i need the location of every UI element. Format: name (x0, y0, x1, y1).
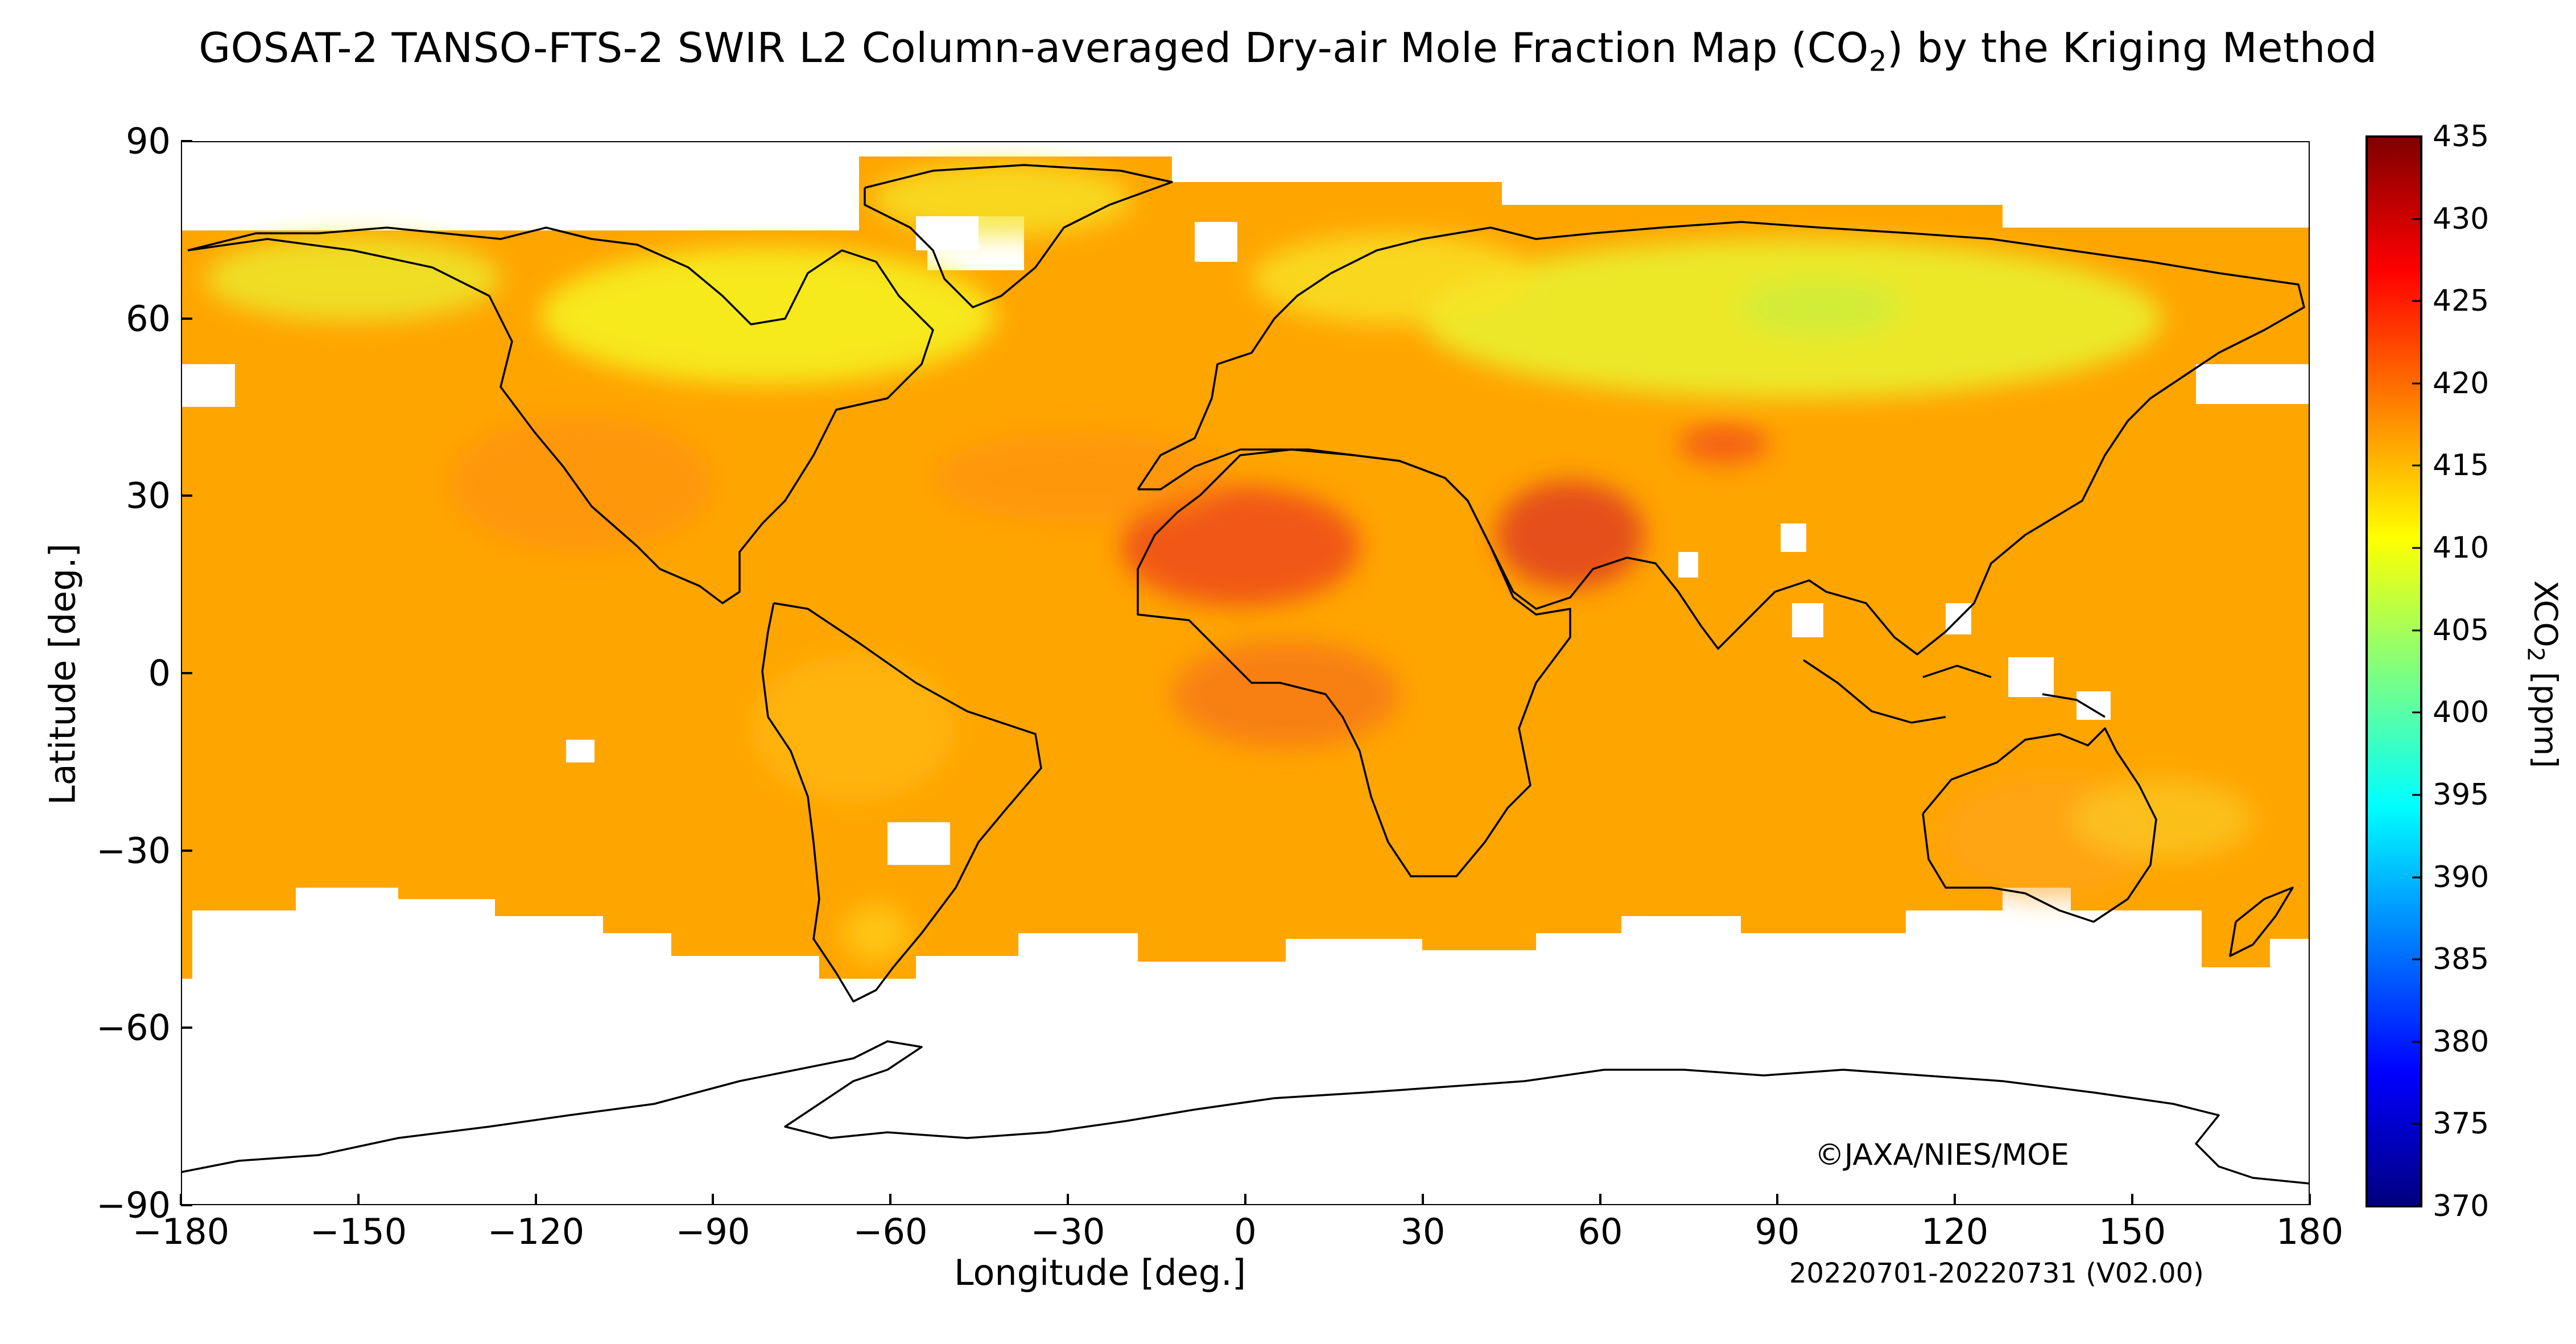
x-tick-label: 150 (2098, 1211, 2166, 1252)
colorbar-tick-label: 420 (2433, 366, 2490, 401)
missing-data-cell (916, 216, 979, 250)
x-tick-label: 90 (1755, 1211, 1800, 1252)
colorbar-tick-label: 385 (2433, 942, 2490, 976)
missing-data-cell (1195, 222, 1237, 262)
coastline-greenland (864, 164, 1173, 308)
x-axis-label: Longitude [deg.] (953, 1252, 1246, 1293)
coastlines (181, 164, 2310, 1185)
north-america-south-xco2 (449, 415, 711, 552)
observation-period: 20220701-20220731 (V02.00) (1789, 1258, 2204, 1289)
coastline-indonesia (1803, 659, 2106, 724)
colorbar-ticks (2412, 135, 2421, 1207)
northern-america-low-xco2 (540, 248, 996, 384)
x-tick-label: −180 (132, 1211, 230, 1252)
missing-data-cell (1678, 552, 1698, 578)
x-tick-label: −90 (675, 1211, 750, 1252)
missing-data-cell (1792, 603, 1823, 637)
sahara-high-xco2 (1121, 487, 1360, 606)
colorbar-label-main: XCO (2527, 580, 2564, 648)
y-tick-label: −90 (96, 1184, 171, 1226)
y-tick-label: 0 (148, 652, 171, 694)
x-tick-label: −150 (309, 1211, 407, 1252)
x-tick-label: −60 (853, 1211, 928, 1252)
missing-data-cell (887, 822, 950, 865)
colorbar-label: XCO2 [ppm] (2522, 580, 2563, 768)
y-tick-label: −60 (96, 1007, 171, 1049)
north-atlantic-xco2 (933, 432, 1229, 523)
central-africa-high-xco2 (1172, 640, 1400, 748)
patagonia-low-xco2 (842, 905, 910, 962)
colorbar-tick-label: 410 (2433, 531, 2490, 565)
y-tick-label: 60 (126, 298, 171, 340)
missing-data-cell (181, 364, 235, 407)
colorbar-tick-label: 370 (2433, 1189, 2490, 1223)
xco2-anomalies (205, 162, 2253, 962)
coastline-eurasia (1137, 221, 2305, 655)
x-tick-label: 120 (1921, 1211, 1989, 1252)
x-tick-label: 0 (1234, 1211, 1257, 1252)
colorbar-tick-label: 395 (2433, 778, 2490, 812)
tasman-low-xco2 (2071, 780, 2253, 859)
colorbar-tick-label: 380 (2433, 1025, 2490, 1059)
xco2-data-layer (181, 156, 2310, 979)
missing-data-cell (2008, 657, 2054, 697)
y-tick-label: 30 (126, 475, 171, 517)
plot-area (181, 141, 2310, 1205)
scandinavia-low-xco2 (1252, 233, 1536, 324)
greenland-low-xco2 (870, 162, 1132, 236)
colorbar-tick-label: 425 (2433, 284, 2490, 318)
colorbar-tick-label: 405 (2433, 613, 2490, 648)
coastline-antarctica (181, 1040, 2310, 1185)
colorbar-tick-label: 430 (2433, 202, 2490, 236)
x-tick-label: 60 (1578, 1211, 1623, 1252)
y-tick-label: −30 (96, 830, 171, 872)
missing-data-cell (566, 740, 595, 762)
missing-data-cell (2077, 691, 2111, 720)
title-subscript: 2 (1868, 44, 1888, 78)
colorbar-tick-label: 390 (2433, 860, 2490, 894)
map-title: GOSAT-2 TANSO-FTS-2 SWIR L2 Column-avera… (0, 24, 2576, 77)
colorbar-tick-label: 400 (2433, 695, 2490, 729)
x-tick-label: 30 (1400, 1211, 1446, 1252)
missing-data-cell (2196, 364, 2310, 404)
arabia-high-xco2 (1496, 481, 1644, 589)
coastline-new-zealand (2229, 887, 2294, 957)
x-tick-label: 180 (2276, 1211, 2344, 1252)
coastline-north-america (187, 226, 934, 604)
y-axis-label: Latitude [deg.] (42, 543, 84, 805)
coastline-australia (1922, 727, 2157, 923)
central-asia-high-xco2 (1678, 424, 1769, 464)
title-main: GOSAT-2 TANSO-FTS-2 SWIR L2 Column-avera… (199, 24, 1869, 72)
x-tick-label: −120 (487, 1211, 585, 1252)
colorbar (2366, 135, 2422, 1207)
coastline-south-america (761, 602, 1042, 1003)
colorbar-label-unit: [ppm] (2527, 661, 2564, 769)
y-tick-label: 90 (126, 120, 171, 162)
colorbar-label-subscript: 2 (2522, 647, 2549, 662)
missing-data-cell (1781, 523, 1806, 552)
x-tick-label: −30 (1030, 1211, 1105, 1252)
title-end: ) by the Kriging Method (1887, 24, 2377, 72)
colorbar-tick-label: 415 (2433, 448, 2490, 483)
copyright-credit: ©JAXA/NIES/MOE (1815, 1138, 2069, 1172)
axis-ticks (180, 140, 2311, 1206)
colorbar-tick-label: 435 (2433, 119, 2490, 154)
alaska-low-xco2 (205, 236, 501, 321)
amazon-low-xco2 (751, 654, 956, 802)
central-siberia-min-xco2 (1741, 279, 1900, 336)
colorbar-tick-label: 375 (2433, 1107, 2490, 1141)
